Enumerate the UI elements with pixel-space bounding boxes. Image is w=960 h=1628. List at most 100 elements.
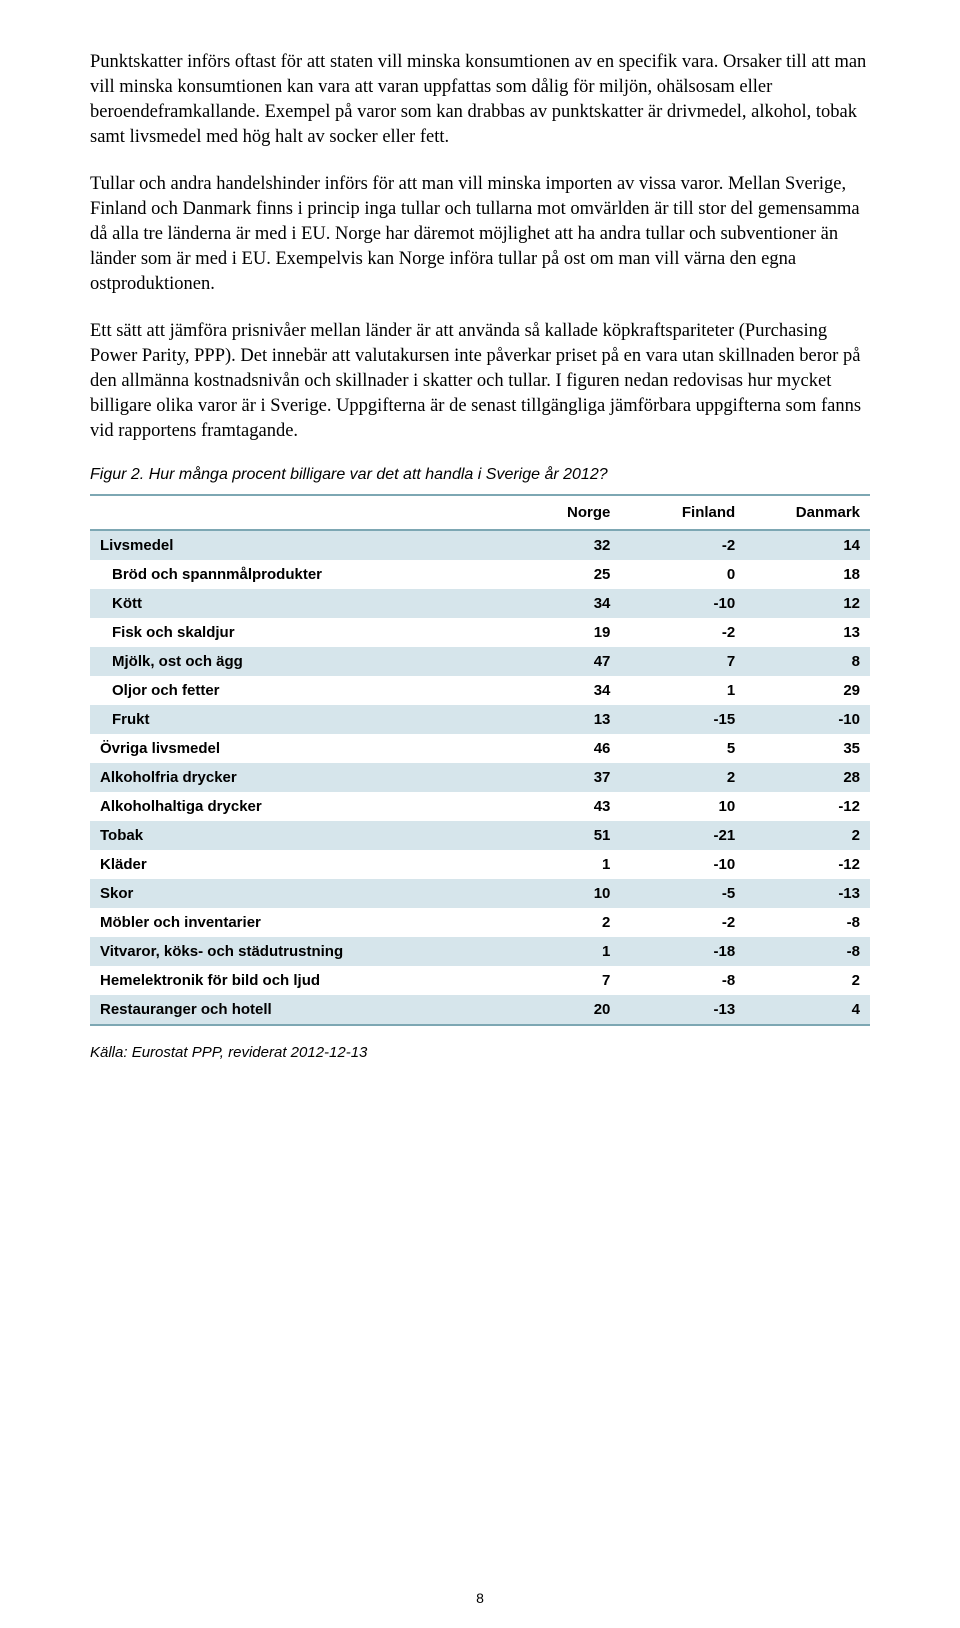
row-value: 7 [620,647,745,676]
row-value: 35 [745,734,870,763]
table-row: Kött34-1012 [90,589,870,618]
row-value: -8 [745,908,870,937]
row-value: 51 [496,821,621,850]
table-row: Restauranger och hotell20-134 [90,995,870,1024]
table-row: Kläder1-10-12 [90,850,870,879]
table-header-finland: Finland [620,495,745,530]
row-label: Alkoholfria drycker [90,763,496,792]
table-row: Mjölk, ost och ägg4778 [90,647,870,676]
row-label: Skor [90,879,496,908]
row-value: -12 [745,850,870,879]
row-value: -5 [620,879,745,908]
row-value: 10 [620,792,745,821]
row-value: -10 [620,589,745,618]
row-value: 47 [496,647,621,676]
row-value: -2 [620,908,745,937]
paragraph-2: Tullar och andra handelshinder införs fö… [90,172,870,297]
row-value: 13 [745,618,870,647]
row-label: Oljor och fetter [90,676,496,705]
table-row: Frukt13-15-10 [90,705,870,734]
row-value: 34 [496,589,621,618]
row-value: 0 [620,560,745,589]
row-label: Tobak [90,821,496,850]
row-label: Kläder [90,850,496,879]
row-label: Möbler och inventarier [90,908,496,937]
row-value: 2 [620,763,745,792]
table-row: Oljor och fetter34129 [90,676,870,705]
row-value: 5 [620,734,745,763]
row-value: 18 [745,560,870,589]
row-label: Kött [90,589,496,618]
row-value: 10 [496,879,621,908]
row-label: Frukt [90,705,496,734]
row-value: -2 [620,530,745,560]
table-row: Tobak51-212 [90,821,870,850]
row-value: 8 [745,647,870,676]
row-value: 2 [745,821,870,850]
figure-caption: Figur 2. Hur många procent billigare var… [90,466,870,484]
paragraph-1: Punktskatter införs oftast för att state… [90,50,870,150]
table-row: Fisk och skaldjur19-213 [90,618,870,647]
row-value: 1 [496,850,621,879]
row-value: -10 [745,705,870,734]
table-row: Livsmedel32-214 [90,530,870,560]
row-label: Alkoholhaltiga drycker [90,792,496,821]
table-row: Alkoholfria drycker37228 [90,763,870,792]
table-header-blank [90,495,496,530]
row-value: 2 [745,966,870,995]
row-value: 29 [745,676,870,705]
row-value: 28 [745,763,870,792]
row-value: 1 [496,937,621,966]
table-header-row: Norge Finland Danmark [90,495,870,530]
row-value: 1 [620,676,745,705]
row-label: Livsmedel [90,530,496,560]
row-value: 13 [496,705,621,734]
table-row: Övriga livsmedel46535 [90,734,870,763]
table-header-danmark: Danmark [745,495,870,530]
row-value: 19 [496,618,621,647]
row-value: -12 [745,792,870,821]
table-row: Bröd och spannmålprodukter25018 [90,560,870,589]
row-value: 37 [496,763,621,792]
row-value: 4 [745,995,870,1024]
data-table: Norge Finland Danmark Livsmedel32-214Brö… [90,494,870,1024]
row-value: 12 [745,589,870,618]
row-value: 46 [496,734,621,763]
row-value: 14 [745,530,870,560]
table-row: Vitvaror, köks- och städutrustning1-18-8 [90,937,870,966]
page-number: 8 [0,1590,960,1606]
row-value: -15 [620,705,745,734]
row-label: Fisk och skaldjur [90,618,496,647]
row-label: Bröd och spannmålprodukter [90,560,496,589]
row-value: 32 [496,530,621,560]
table-row: Skor10-5-13 [90,879,870,908]
row-value: -2 [620,618,745,647]
row-value: 7 [496,966,621,995]
table-row: Alkoholhaltiga drycker4310-12 [90,792,870,821]
row-label: Hemelektronik för bild och ljud [90,966,496,995]
row-value: -13 [745,879,870,908]
row-value: 20 [496,995,621,1024]
row-value: -13 [620,995,745,1024]
row-value: -18 [620,937,745,966]
table-bottom-rule [90,1024,870,1026]
row-label: Mjölk, ost och ägg [90,647,496,676]
row-value: -8 [745,937,870,966]
table-body: Livsmedel32-214Bröd och spannmålprodukte… [90,530,870,1024]
row-value: 43 [496,792,621,821]
row-value: 34 [496,676,621,705]
page: Punktskatter införs oftast för att state… [0,0,960,1628]
table-row: Möbler och inventarier2-2-8 [90,908,870,937]
price-table: Norge Finland Danmark Livsmedel32-214Brö… [90,494,870,1026]
row-label: Restauranger och hotell [90,995,496,1024]
table-header-norge: Norge [496,495,621,530]
row-value: 25 [496,560,621,589]
row-label: Övriga livsmedel [90,734,496,763]
paragraph-3: Ett sätt att jämföra prisnivåer mellan l… [90,319,870,444]
table-row: Hemelektronik för bild och ljud7-82 [90,966,870,995]
row-value: -21 [620,821,745,850]
row-value: -10 [620,850,745,879]
row-value: -8 [620,966,745,995]
row-value: 2 [496,908,621,937]
table-source: Källa: Eurostat PPP, reviderat 2012-12-1… [90,1044,870,1061]
